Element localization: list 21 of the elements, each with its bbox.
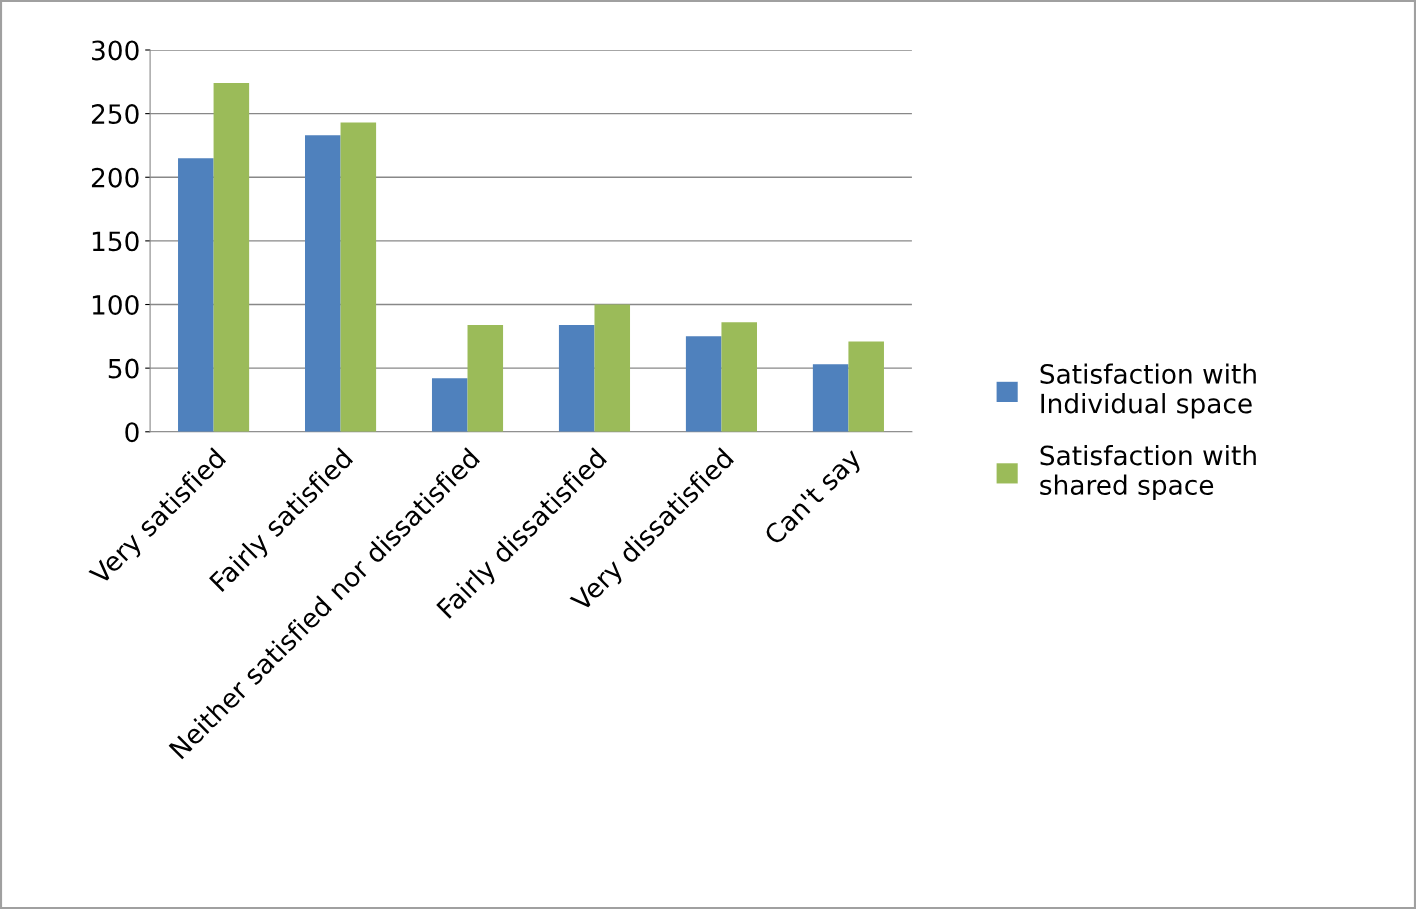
bar <box>685 336 722 432</box>
bar <box>848 341 884 432</box>
y-tick-label: 0 <box>125 422 139 443</box>
bar <box>213 83 250 432</box>
bar <box>558 324 595 432</box>
y-tick-label: 150 <box>92 231 139 252</box>
bar <box>812 364 849 432</box>
bar <box>178 158 214 432</box>
y-tick-label: 100 <box>92 294 139 315</box>
bar <box>467 324 504 432</box>
bar <box>305 135 341 432</box>
bar <box>721 322 757 432</box>
bar <box>431 378 468 432</box>
y-tick-label: 200 <box>91 167 139 188</box>
y-tick-label: 50 <box>108 358 139 379</box>
bar <box>594 304 631 432</box>
legend-label: Satisfaction with Individual space <box>1040 363 1256 419</box>
y-tick-label: 300 <box>92 40 139 61</box>
y-tick-label: 250 <box>91 104 139 125</box>
legend-label: Satisfaction with shared space <box>1040 444 1256 501</box>
bar <box>340 122 377 432</box>
